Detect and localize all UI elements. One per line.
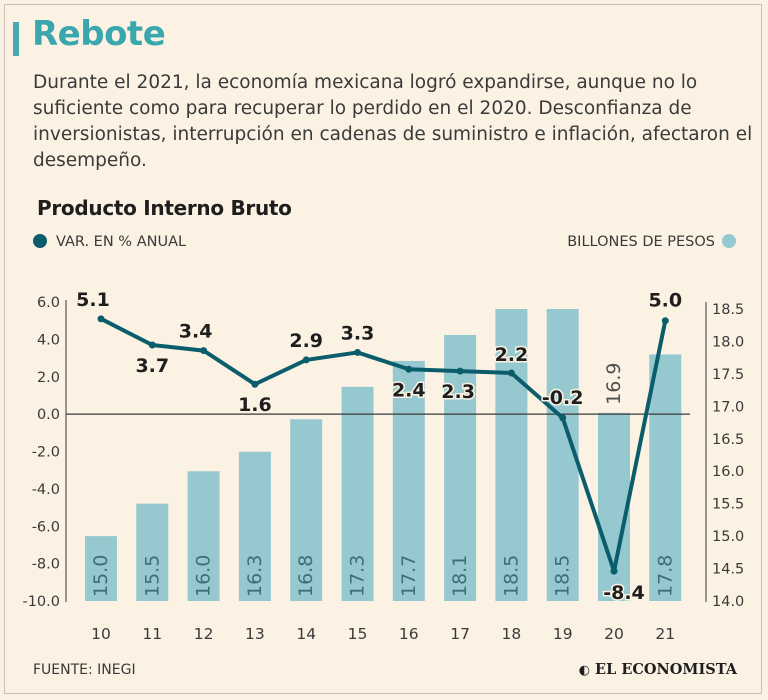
legend-line-label: VAR. EN % ANUAL bbox=[56, 234, 187, 250]
right-axis-tick-label: 16.0 bbox=[712, 464, 744, 480]
bar-gdp-11 bbox=[136, 503, 169, 601]
right-axis-tick-label: 14.5 bbox=[712, 562, 744, 578]
bar-value-label: 18.1 bbox=[449, 555, 471, 597]
growth-point-16 bbox=[405, 365, 413, 373]
category-label: 15 bbox=[348, 625, 368, 643]
bar-value-label: 16.0 bbox=[193, 555, 215, 597]
bar-gdp-12 bbox=[187, 471, 220, 601]
category-label: 21 bbox=[655, 625, 675, 643]
growth-point-19 bbox=[559, 414, 567, 422]
growth-value-label: 3.4 bbox=[179, 321, 213, 343]
right-axis-tick-label: 15.5 bbox=[712, 497, 744, 513]
bar-gdp-13 bbox=[238, 451, 271, 601]
bar-gdp-10 bbox=[85, 536, 117, 601]
growth-value-label: 5.1 bbox=[76, 289, 110, 311]
growth-value-label: 5.0 bbox=[648, 290, 682, 312]
bar-value-label: 17.7 bbox=[398, 555, 420, 597]
title-accent-bar bbox=[13, 22, 19, 56]
growth-point-12 bbox=[200, 347, 208, 355]
bar-value-label: 18.5 bbox=[500, 555, 522, 597]
source-note: FUENTE: INEGI bbox=[33, 662, 136, 678]
left-axis-tick-label: -6.0 bbox=[32, 519, 60, 535]
bar-value-label: 16.8 bbox=[295, 555, 317, 597]
growth-value-label: 2.2 bbox=[495, 344, 529, 366]
legend-bar: BILLONES DE PESOS bbox=[567, 234, 736, 250]
category-label: 13 bbox=[245, 625, 265, 643]
growth-point-18 bbox=[507, 369, 515, 377]
bar-value-label: 15.0 bbox=[90, 555, 112, 597]
category-label: 10 bbox=[91, 625, 111, 643]
growth-point-13 bbox=[251, 380, 259, 388]
right-axis-tick-label: 18.0 bbox=[712, 334, 744, 350]
growth-point-17 bbox=[456, 367, 464, 375]
brand-name: EL ECONOMISTA bbox=[595, 661, 737, 678]
description-text: Durante el 2021, la economía mexicana lo… bbox=[33, 72, 753, 171]
left-axis-tick-label: -8.0 bbox=[32, 557, 60, 573]
growth-value-label: 2.3 bbox=[441, 381, 475, 403]
growth-value-label: 2.4 bbox=[392, 379, 426, 401]
chart-title: Producto Interno Bruto bbox=[37, 196, 292, 220]
bar-gdp-21 bbox=[649, 354, 682, 601]
category-label: 19 bbox=[553, 625, 573, 643]
bar-value-label: 18.5 bbox=[552, 555, 574, 597]
e-logo-icon: ◐ bbox=[578, 663, 591, 678]
category-label: 20 bbox=[604, 625, 624, 643]
line-series-marker-icon bbox=[33, 234, 47, 248]
left-axis-tick-label: 0.0 bbox=[37, 407, 60, 423]
right-axis-tick-label: 17.5 bbox=[712, 367, 744, 383]
bar-value-label: 15.5 bbox=[141, 555, 163, 597]
growth-point-14 bbox=[302, 356, 310, 364]
growth-point-20 bbox=[610, 567, 618, 575]
left-axis-tick-label: -2.0 bbox=[32, 445, 60, 461]
growth-point-10 bbox=[97, 315, 105, 323]
left-axis-tick-label: 6.0 bbox=[37, 295, 60, 311]
growth-value-label: 3.7 bbox=[135, 355, 169, 377]
right-axis-tick-label: 18.5 bbox=[712, 302, 744, 318]
growth-value-label: -0.2 bbox=[542, 387, 584, 409]
growth-line bbox=[99, 316, 668, 574]
right-axis-tick-label: 15.0 bbox=[712, 529, 744, 545]
category-label: 14 bbox=[296, 625, 316, 643]
left-axis-tick-label: 4.0 bbox=[37, 332, 60, 348]
growth-value-label: -8.4 bbox=[603, 582, 645, 604]
category-label: 12 bbox=[194, 625, 214, 643]
bar-value-label: 16.3 bbox=[244, 555, 266, 597]
page-title: Rebote bbox=[32, 14, 166, 54]
category-label: 18 bbox=[502, 625, 522, 643]
growth-point-11 bbox=[148, 341, 156, 349]
brand-logo: ◐ EL ECONOMISTA bbox=[579, 661, 737, 678]
growth-point-21 bbox=[661, 317, 669, 325]
growth-point-15 bbox=[354, 348, 361, 356]
bar-value-label: 17.8 bbox=[654, 555, 676, 597]
legend-line: VAR. EN % ANUAL bbox=[33, 234, 186, 250]
bar-value-label: 16.9 bbox=[603, 363, 625, 405]
right-axis-tick-label: 14.0 bbox=[712, 594, 744, 610]
category-label: 16 bbox=[399, 625, 419, 643]
bar-gdp-14 bbox=[290, 419, 323, 601]
legend-bar-label: BILLONES DE PESOS bbox=[567, 234, 715, 250]
bar-gdp-17 bbox=[444, 334, 477, 601]
growth-value-label: 2.9 bbox=[289, 330, 323, 352]
left-axis-tick-label: -4.0 bbox=[32, 482, 60, 498]
growth-value-label: 1.6 bbox=[238, 394, 272, 416]
bar-value-label: 17.3 bbox=[347, 555, 369, 597]
growth-value-label: 3.3 bbox=[341, 322, 375, 344]
left-axis-tick-label: -10.0 bbox=[22, 594, 60, 610]
bar-gdp-15 bbox=[341, 386, 374, 601]
left-axis-tick-label: 2.0 bbox=[37, 370, 60, 386]
bar-series-marker-icon bbox=[722, 234, 736, 248]
right-axis-tick-label: 17.0 bbox=[712, 399, 744, 415]
category-label: 17 bbox=[450, 625, 470, 643]
right-axis-tick-label: 16.5 bbox=[712, 432, 744, 448]
infographic-frame bbox=[4, 4, 762, 694]
category-label: 11 bbox=[142, 625, 162, 643]
bar-gdp-16 bbox=[392, 360, 425, 601]
bar-gdp-18 bbox=[495, 309, 528, 601]
